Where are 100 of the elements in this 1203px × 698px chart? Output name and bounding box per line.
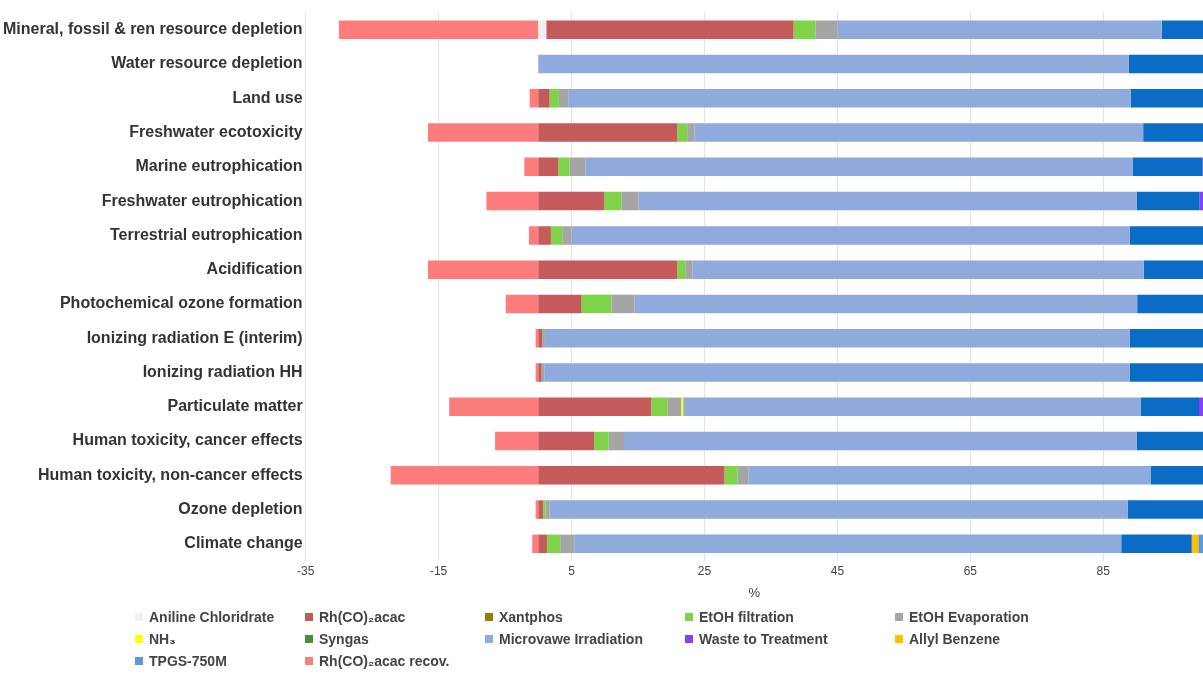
legend-label: EtOH filtration xyxy=(699,609,794,625)
bar xyxy=(538,123,678,142)
bar xyxy=(677,123,688,142)
bar xyxy=(634,294,1138,314)
bar xyxy=(604,191,622,211)
bar xyxy=(550,226,563,245)
bar xyxy=(685,260,693,279)
y-tick-label: Climate change xyxy=(184,534,303,552)
bar xyxy=(538,328,543,348)
bar xyxy=(737,466,749,485)
legend-label: Xantphos xyxy=(499,609,563,625)
legend-label: TPGS-750M xyxy=(149,653,227,669)
bar xyxy=(651,397,668,417)
x-tick-label: -35 xyxy=(296,563,315,578)
bar xyxy=(1198,534,1203,554)
bar xyxy=(524,157,539,177)
bar xyxy=(608,431,625,451)
bar xyxy=(1136,431,1203,451)
bar xyxy=(694,123,1144,142)
bar xyxy=(815,20,838,39)
bar xyxy=(1199,397,1203,417)
bar xyxy=(542,328,545,348)
bar xyxy=(724,466,738,485)
bar xyxy=(538,89,550,108)
bar xyxy=(692,260,1144,279)
x-tick-label: -15 xyxy=(429,563,448,578)
bar xyxy=(544,363,1130,382)
legend-label: Waste to Treatment xyxy=(699,631,828,647)
y-tick-label: Photochemical ozone formation xyxy=(59,294,303,312)
bar xyxy=(505,294,539,314)
bar xyxy=(545,500,550,519)
y-tick-label: Freshwater ecotoxicity xyxy=(129,122,303,140)
bar xyxy=(542,500,546,519)
bar xyxy=(574,534,1122,554)
bar xyxy=(558,157,570,177)
bar xyxy=(1150,466,1203,485)
bar xyxy=(621,191,639,211)
legend-label: NH₃ xyxy=(149,631,176,647)
bar xyxy=(1129,363,1203,382)
bar xyxy=(538,157,559,177)
bar xyxy=(562,226,572,245)
bar xyxy=(538,397,652,417)
bar xyxy=(538,54,1129,74)
bar xyxy=(338,20,539,39)
bar xyxy=(1129,226,1203,245)
x-tick-label: 5 xyxy=(568,563,576,578)
bar xyxy=(538,500,543,519)
y-tick-label: Land use xyxy=(232,88,303,106)
bar xyxy=(1143,123,1203,142)
legend-label: Microvawe Irradiation xyxy=(499,631,643,647)
y-tick-label: Ionizing radiation HH xyxy=(142,362,303,380)
bar xyxy=(581,294,612,314)
legend-label: Syngas xyxy=(319,631,369,647)
y-tick-label: Human toxicity, cancer effects xyxy=(72,431,303,449)
x-axis-title: % xyxy=(748,584,761,600)
bar xyxy=(1143,260,1203,279)
bar xyxy=(1161,20,1203,39)
bar xyxy=(538,191,605,211)
y-tick-label: Ozone depletion xyxy=(178,499,303,517)
y-tick-label: Water resource depletion xyxy=(111,54,303,72)
y-tick-label: Terrestrial eutrophication xyxy=(109,225,303,243)
bar xyxy=(1129,328,1203,348)
bar xyxy=(558,89,569,108)
y-tick-label: Mineral, fossil & ren resource depletion xyxy=(2,20,303,38)
bar xyxy=(560,534,575,554)
bar xyxy=(549,500,1128,519)
bar xyxy=(538,534,547,554)
y-tick-label: Marine eutrophication xyxy=(135,157,303,175)
bar xyxy=(594,431,609,451)
bar xyxy=(687,123,695,142)
bar xyxy=(538,260,678,279)
bar xyxy=(683,397,1141,417)
bar xyxy=(585,157,1133,177)
bar xyxy=(1140,397,1200,417)
x-tick-label: 65 xyxy=(963,563,978,578)
x-tick-label: 85 xyxy=(1096,563,1111,578)
bar xyxy=(549,89,559,108)
bar xyxy=(1121,534,1192,554)
bar xyxy=(529,89,539,108)
bar xyxy=(538,20,547,39)
bar xyxy=(568,89,1131,108)
bar xyxy=(748,466,1151,485)
bar xyxy=(427,123,539,142)
bar xyxy=(1136,191,1200,211)
bar xyxy=(1132,157,1203,177)
bar xyxy=(538,226,551,245)
bar xyxy=(1130,89,1203,108)
bar xyxy=(538,294,582,314)
bar xyxy=(837,20,1162,39)
bar xyxy=(486,191,539,211)
legend-label: Rh(CO)₂acac xyxy=(319,609,406,625)
bar xyxy=(1137,294,1203,314)
bar xyxy=(793,20,816,39)
bar xyxy=(532,534,539,554)
bar xyxy=(538,431,595,451)
bar xyxy=(638,191,1137,211)
x-tick-label: 45 xyxy=(830,563,845,578)
y-tick-label: Human toxicity, non-cancer effects xyxy=(37,465,303,483)
bar xyxy=(528,226,539,245)
bar xyxy=(546,534,561,554)
